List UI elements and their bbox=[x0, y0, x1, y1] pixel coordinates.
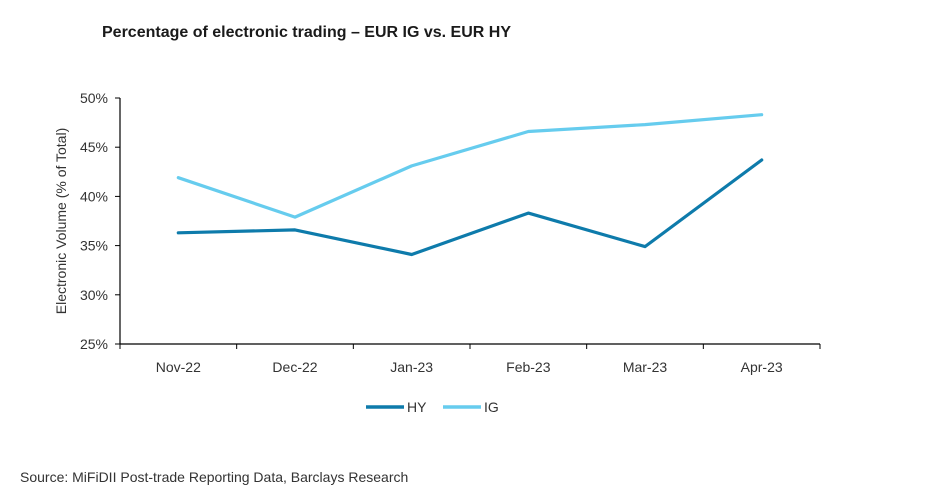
series-lines bbox=[176, 113, 764, 257]
legend: HY IG bbox=[366, 399, 499, 415]
legend-label-hy: HY bbox=[407, 399, 427, 415]
y-axis-ticks: 25% 30% 35% 40% 45% 50% bbox=[80, 90, 120, 352]
y-tick-label: 45% bbox=[80, 139, 108, 155]
chart-title: Percentage of electronic trading – EUR I… bbox=[102, 24, 511, 41]
x-tick-label: Feb-23 bbox=[506, 359, 551, 375]
source-note: Source: MiFiDII Post-trade Reporting Dat… bbox=[20, 469, 409, 485]
y-tick-label: 30% bbox=[80, 287, 108, 303]
y-tick-label: 25% bbox=[80, 336, 108, 352]
axes bbox=[119, 98, 820, 345]
legend-label-ig: IG bbox=[484, 399, 499, 415]
x-axis-ticks: Nov-22 Dec-22 Jan-23 Feb-23 Mar-23 Apr-23 bbox=[119, 344, 821, 375]
y-tick-label: 35% bbox=[80, 238, 108, 254]
y-axis-title: Electronic Volume (% of Total) bbox=[53, 128, 69, 315]
y-tick-label: 50% bbox=[80, 90, 108, 106]
x-tick-label: Nov-22 bbox=[156, 359, 201, 375]
x-tick-label: Mar-23 bbox=[623, 359, 668, 375]
line-chart: 25% 30% 35% 40% 45% 50% Nov-22 Dec-22 Jan-23 Feb… bbox=[53, 90, 821, 415]
x-tick-label: Jan-23 bbox=[390, 359, 433, 375]
series-line-hy bbox=[176, 158, 764, 257]
x-tick-label: Apr-23 bbox=[741, 359, 783, 375]
y-tick-label: 40% bbox=[80, 188, 108, 204]
series-line-ig bbox=[176, 113, 764, 219]
x-tick-label: Dec-22 bbox=[272, 359, 317, 375]
